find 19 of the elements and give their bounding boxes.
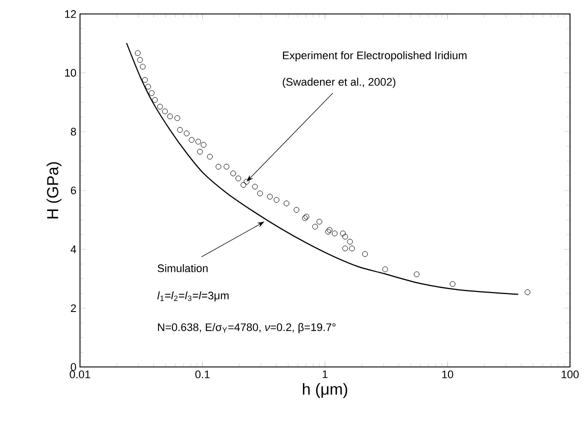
- text: l$_{1}$=l$_{2}$=l$_{3}$=l=3μm: [157, 291, 229, 302]
- y-tick-label: 2: [70, 304, 76, 312]
- x-axis-title: h (μm): [302, 383, 348, 398]
- x-tick-label: 0.01: [70, 370, 90, 378]
- x-tick-label: 0.1: [195, 370, 210, 378]
- x-tick-label: 1: [322, 370, 328, 378]
- y-tick-label: 12: [65, 10, 76, 18]
- y-tick-label: 0: [70, 363, 76, 371]
- y-tick-label: 4: [70, 246, 76, 254]
- y-tick-label: 10: [65, 68, 76, 77]
- x-tick-label: 10: [442, 370, 454, 378]
- x-tick-label: 100: [562, 370, 579, 378]
- annotation: Experiment for Electropolished Iridium: [283, 51, 467, 62]
- y-axis-title: H (GPa): [46, 162, 62, 218]
- annotation: Simulation: [158, 264, 208, 272]
- y-tick-label: 6: [70, 186, 76, 194]
- y-tick-label: 8: [70, 128, 76, 136]
- annotation: N=0.638, E/σ$_{Y}$=4780, ν=0.2, β=19.7°: [158, 323, 336, 334]
- annotation: (Swadener et al., 2002): [282, 78, 396, 88]
